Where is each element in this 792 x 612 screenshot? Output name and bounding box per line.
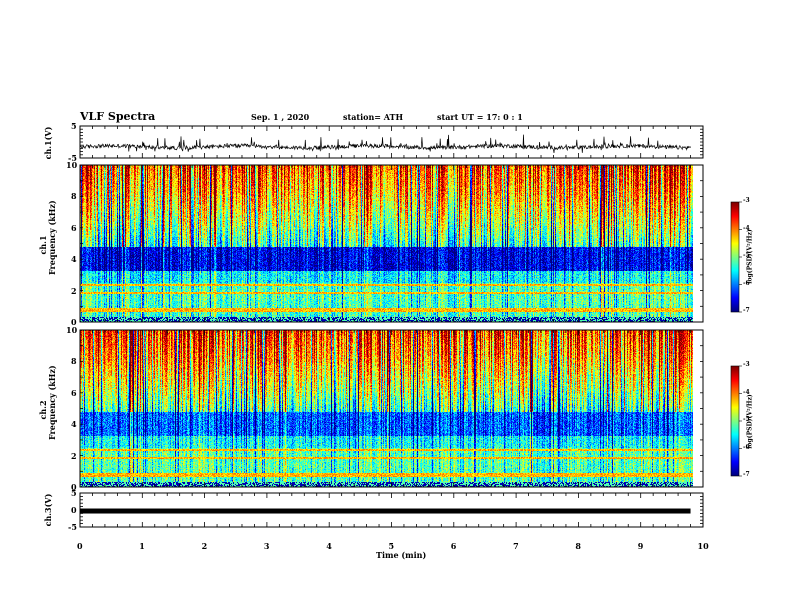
y-tick-label: 2 [71, 285, 77, 296]
colorbar-frame [730, 365, 740, 477]
y-tick-label: 6 [71, 387, 77, 398]
y-tick-label: -5 [68, 153, 77, 163]
colorbar-tick-label: -3 [743, 361, 750, 368]
colorbar-tick-label: -7 [743, 307, 750, 314]
y-tick-label: 8 [71, 356, 77, 367]
x-tick-label: 6 [450, 541, 457, 551]
colorbar-tick-label: -3 [743, 197, 750, 204]
ch2-frequency-ylabel: ch.2 Frequency (kHz) [38, 365, 57, 440]
panel-frame-3 [79, 329, 704, 488]
y-tick-label: 8 [71, 191, 77, 202]
ch1-voltage-ylabel: ch.1(V) [43, 126, 53, 160]
x-tick-label: 5 [388, 541, 395, 551]
y-tick-label: 5 [71, 121, 77, 131]
y-tick-label: 4 [71, 254, 77, 265]
x-tick-label: 1 [139, 541, 145, 551]
y-tick-label: 10 [66, 160, 78, 170]
y-tick-label: 2 [71, 450, 77, 461]
figure-title: VLF Spectra [80, 110, 156, 123]
x-axis-label: Time (min) [376, 550, 427, 560]
ch3-voltage-ylabel: ch.3(V) [43, 493, 53, 527]
colorbar-tick-label: -4 [743, 388, 750, 396]
ch2-ylabel-bottom: Frequency (kHz) [47, 365, 57, 440]
panel-frame-2 [79, 164, 704, 323]
ch2-colorbar [731, 366, 739, 476]
ch1-ylabel-bottom: Frequency (kHz) [47, 200, 57, 275]
y-tick-label: 10 [66, 325, 78, 335]
ch1-waveform-line [79, 134, 691, 154]
y-tick-label: -5 [68, 522, 77, 532]
ch2-spectrogram [80, 330, 696, 487]
ch1-spectrogram [80, 165, 696, 322]
y-tick-label: 6 [71, 222, 77, 233]
y-tick-label: 5 [71, 488, 77, 498]
colorbar-tick-label: -6 [743, 279, 750, 287]
colorbar-tick-label: -5 [743, 252, 750, 259]
x-tick-label: 4 [326, 541, 332, 551]
start-time-label: start UT = 17: 0 : 1 [437, 112, 523, 122]
date-label: Sep. 1 , 2020 [251, 112, 310, 122]
x-tick-label: 0 [77, 541, 83, 551]
colorbar-tick-label: -5 [743, 416, 750, 423]
ch3-waveform-line [80, 508, 691, 514]
ch1-colorbar [731, 202, 739, 312]
y-tick-label: 4 [71, 419, 77, 430]
station-label: station= ATH [343, 112, 404, 122]
colorbar-tick-label: -7 [743, 471, 750, 478]
y-tick-label: 0 [71, 482, 77, 492]
x-tick-label: 2 [201, 541, 208, 551]
x-tick-label: 9 [637, 541, 644, 551]
colorbar-tick-label: -6 [743, 443, 750, 451]
colorbar-frame [730, 201, 740, 313]
x-tick-label: 8 [575, 541, 581, 551]
colorbar-tick-label: -4 [743, 224, 750, 232]
x-tick-label: 10 [697, 541, 709, 551]
y-tick-label: 0 [71, 505, 77, 515]
y-tick-label: 0 [71, 317, 77, 327]
x-tick-label: 7 [513, 541, 519, 551]
x-tick-label: 3 [263, 541, 270, 551]
ch1-frequency-ylabel: ch.1 Frequency (kHz) [38, 200, 57, 275]
